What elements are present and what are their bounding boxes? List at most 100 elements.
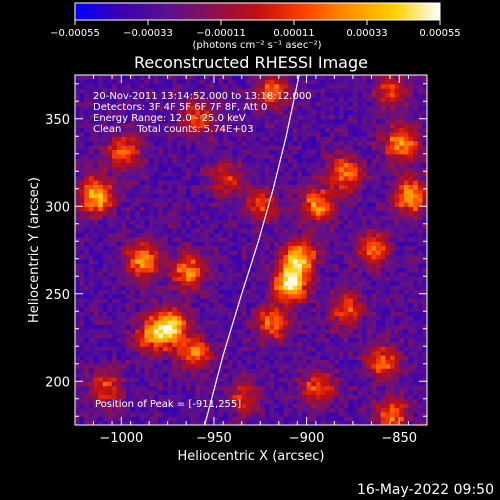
heatmap-cell <box>255 394 261 400</box>
heatmap-cell <box>352 193 359 199</box>
heatmap-cell <box>301 96 308 102</box>
heatmap-cell <box>116 158 122 164</box>
heatmap-cell <box>297 315 303 321</box>
heatmap-cell <box>237 232 243 238</box>
heatmap-cell <box>232 315 238 321</box>
heatmap-cell <box>209 250 215 255</box>
heatmap-cell <box>339 254 345 260</box>
heatmap-cell <box>241 302 247 308</box>
heatmap-cell <box>329 175 335 181</box>
heatmap-cell <box>153 311 159 317</box>
heatmap-cell <box>306 267 312 273</box>
heatmap-cell <box>79 114 85 120</box>
heatmap-cell <box>107 276 113 282</box>
heatmap-cell <box>112 359 118 365</box>
heatmap-cell <box>339 363 345 369</box>
heatmap-cell <box>75 245 81 251</box>
heatmap-cell <box>167 398 173 404</box>
heatmap-cell <box>176 175 183 181</box>
heatmap-cell <box>130 158 136 164</box>
heatmap-cell <box>343 306 349 312</box>
heatmap-cell <box>98 416 104 422</box>
heatmap-cell <box>283 236 289 242</box>
heatmap-cell <box>218 175 224 181</box>
heatmap-cell <box>116 88 122 94</box>
heatmap-cell <box>176 162 183 168</box>
heatmap-cell <box>172 232 178 238</box>
heatmap-cell <box>98 210 104 216</box>
heatmap-cell <box>181 210 187 216</box>
heatmap-cell <box>125 127 132 133</box>
heatmap-cell <box>232 118 238 124</box>
heatmap-cell <box>274 236 280 242</box>
heatmap-cell <box>112 411 118 417</box>
heatmap-cell <box>251 394 257 400</box>
heatmap-cell <box>237 324 243 330</box>
heatmap-cell <box>348 96 354 102</box>
heatmap-cell <box>190 394 197 400</box>
heatmap-cell <box>93 302 99 308</box>
heatmap-cell <box>158 280 164 286</box>
heatmap-cell <box>301 372 308 378</box>
heatmap-cell <box>218 153 224 159</box>
heatmap-cell <box>311 166 317 172</box>
heatmap-cell <box>348 390 354 395</box>
heatmap-cell <box>153 88 159 94</box>
heatmap-cell <box>204 254 210 260</box>
heatmap-cell <box>176 114 183 120</box>
heatmap-cell <box>79 341 85 347</box>
heatmap-cell <box>334 96 340 102</box>
heatmap-cell <box>200 403 206 409</box>
heatmap-cell <box>158 285 164 290</box>
heatmap-cell <box>84 127 90 133</box>
heatmap-cell <box>352 96 359 102</box>
heatmap-cell <box>237 368 243 374</box>
heatmap-cell <box>130 188 136 194</box>
heatmap-cell <box>269 241 275 247</box>
heatmap-cell <box>213 75 220 80</box>
heatmap-cell <box>357 145 363 150</box>
heatmap-cell <box>329 355 335 360</box>
heatmap-cell <box>334 219 340 225</box>
heatmap-cell <box>315 355 322 360</box>
heatmap-cell <box>227 201 234 207</box>
heatmap-cell <box>334 123 340 129</box>
heatmap-cell <box>357 118 363 124</box>
heatmap-cell <box>237 136 243 142</box>
heatmap-cell <box>334 390 340 395</box>
heatmap-cell <box>213 355 220 360</box>
heatmap-cell <box>153 368 159 374</box>
heatmap-cell <box>352 105 359 111</box>
heatmap-cell <box>339 136 345 142</box>
heatmap-cell <box>195 403 201 409</box>
heatmap-cell <box>315 75 322 80</box>
heatmap-cell <box>260 263 266 269</box>
heatmap-cell <box>278 219 285 225</box>
heatmap-cell <box>251 407 257 413</box>
heatmap-cell <box>343 376 349 382</box>
heatmap-cell <box>125 153 132 159</box>
heatmap-cell <box>260 245 266 251</box>
heatmap-cell <box>144 140 150 146</box>
heatmap-cell <box>241 346 247 352</box>
heatmap-cell <box>241 250 247 255</box>
heatmap-cell <box>269 140 275 146</box>
heatmap-cell <box>116 276 122 282</box>
heatmap-cell <box>343 145 349 150</box>
heatmap-cell <box>237 315 243 321</box>
heatmap-cell <box>190 75 197 80</box>
heatmap-cell <box>98 411 104 417</box>
heatmap-cell <box>320 188 326 194</box>
heatmap-cell <box>79 403 85 409</box>
heatmap-cell <box>204 346 210 352</box>
heatmap-cell <box>251 320 257 325</box>
heatmap-cell <box>75 88 81 94</box>
heatmap-cell <box>278 250 285 255</box>
heatmap-cell <box>135 175 141 181</box>
heatmap-cell <box>144 153 150 159</box>
heatmap-cell <box>357 153 363 159</box>
heatmap-cell <box>260 136 266 142</box>
heatmap-cell <box>260 394 266 400</box>
heatmap-cell <box>227 403 234 409</box>
heatmap-cell <box>107 333 113 339</box>
